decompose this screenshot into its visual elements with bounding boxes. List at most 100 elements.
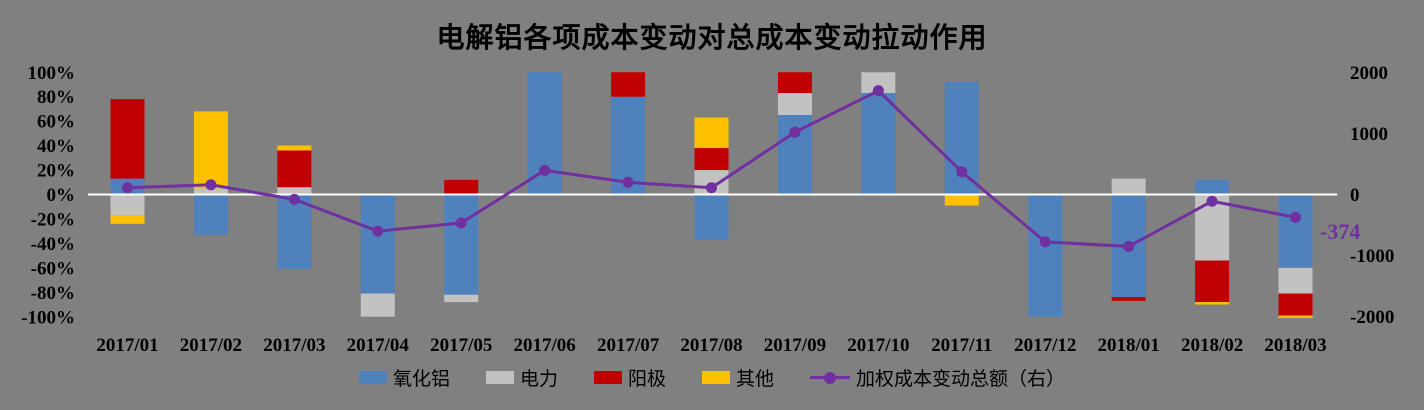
line-point-marker	[1206, 195, 1218, 207]
line-point-marker	[1123, 240, 1135, 252]
bar-segment	[1028, 194, 1063, 317]
right-axis-tick: -1000	[1350, 246, 1394, 267]
bar-segment	[694, 194, 729, 240]
bar-segment	[1111, 178, 1146, 195]
bar-segment	[193, 188, 228, 195]
left-axis-tick: 40%	[37, 136, 75, 157]
line-value-annotation: -374	[1320, 219, 1361, 244]
bar-segment	[360, 194, 395, 294]
bar-segment	[110, 194, 145, 216]
bar-segment	[277, 150, 312, 188]
left-axis-tick: -100%	[21, 307, 75, 328]
x-axis-label: 2017/02	[180, 335, 242, 356]
x-axis-label: 2017/12	[1014, 335, 1076, 356]
chart-legend: 氧化铝 电力 阳极 其他 加权成本变动总额（右）	[0, 364, 1424, 391]
bar-segment	[777, 72, 812, 94]
x-axis-label: 2017/11	[931, 335, 992, 356]
bar-segment	[1195, 302, 1230, 305]
left-axis-tick: 0%	[47, 185, 76, 206]
line-point-marker	[1290, 211, 1302, 223]
bar-segment	[1111, 297, 1146, 301]
left-axis-tick: -20%	[31, 209, 75, 230]
bar-segment	[444, 194, 479, 295]
bar-segment	[360, 293, 395, 317]
right-axis-tick: -2000	[1350, 307, 1394, 328]
line-point-marker	[789, 126, 801, 138]
legend-label-weighted-total: 加权成本变动总额（右）	[856, 369, 1066, 390]
right-axis-tick: 0	[1350, 185, 1360, 206]
bar-segment	[277, 194, 312, 270]
power-swatch-icon	[485, 371, 514, 384]
bar-segment	[944, 82, 979, 195]
legend-label-alumina: 氧化铝	[392, 369, 450, 390]
left-axis-tick: 60%	[37, 112, 75, 133]
x-axis-label: 2017/05	[430, 335, 492, 356]
bar-segment	[777, 93, 812, 116]
line-point-marker	[205, 179, 217, 191]
line-marker-icon	[810, 371, 851, 384]
line-point-marker	[956, 166, 968, 178]
line-point-marker	[706, 182, 718, 194]
left-axis-tick: -80%	[31, 283, 75, 304]
line-point-marker	[1039, 236, 1051, 248]
bar-segment	[193, 194, 228, 235]
line-point-marker	[539, 164, 551, 176]
bar-segment	[1278, 267, 1313, 294]
legend-label-anode: 阳极	[627, 369, 666, 390]
x-axis-label: 2017/09	[764, 335, 826, 356]
legend-label-power: 电力	[519, 369, 558, 390]
left-axis-tick: -40%	[31, 234, 75, 255]
line-point-marker	[872, 85, 884, 97]
bar-segment	[193, 111, 228, 189]
bar-segment	[861, 93, 896, 195]
x-axis-label: 2018/02	[1181, 335, 1243, 356]
bar-segment	[611, 72, 646, 97]
x-axis-label: 2017/01	[96, 335, 158, 356]
line-point-marker	[455, 217, 467, 229]
left-axis-tick: 100%	[28, 63, 76, 84]
legend-item-alumina: 氧化铝	[358, 364, 450, 391]
bar-segment	[110, 215, 145, 224]
bar-segment	[694, 148, 729, 171]
left-axis-tick: 20%	[37, 161, 75, 182]
bar-segment	[1195, 179, 1230, 195]
bar-segment	[444, 179, 479, 195]
bar-segment	[444, 294, 479, 303]
x-axis-label: 2018/03	[1264, 335, 1326, 356]
bar-segment	[1278, 293, 1313, 316]
line-point-marker	[288, 193, 300, 205]
right-axis-tick: 1000	[1350, 124, 1388, 145]
x-axis-label: 2017/07	[597, 335, 660, 356]
x-axis-label: 2017/10	[847, 335, 909, 356]
bar-segment	[1278, 194, 1313, 268]
alumina-swatch-icon	[358, 371, 387, 384]
bar-segment	[944, 194, 979, 206]
legend-label-other: 其他	[736, 369, 775, 390]
line-point-marker	[372, 225, 384, 237]
x-axis-label: 2017/04	[347, 335, 410, 356]
bar-segment	[694, 117, 729, 149]
left-axis-tick: 80%	[37, 87, 75, 108]
line-point-marker	[122, 182, 133, 194]
legend-item-weighted-total: 加权成本变动总额（右）	[810, 364, 1065, 391]
x-axis-label: 2017/08	[680, 335, 742, 356]
other-swatch-icon	[702, 371, 730, 384]
left-axis-tick: -60%	[31, 258, 75, 279]
line-point-marker	[622, 176, 634, 188]
bar-segment	[1195, 260, 1230, 303]
anode-swatch-icon	[593, 371, 622, 384]
bar-segment	[1278, 315, 1313, 318]
bar-segment	[861, 72, 896, 94]
bar-segment	[277, 187, 312, 195]
legend-item-power: 电力	[485, 364, 558, 391]
chart-title: 电解铝各项成本变动对总成本变动拉动作用	[436, 22, 988, 53]
legend-item-other: 其他	[702, 364, 774, 391]
x-axis-label: 2017/03	[263, 335, 325, 356]
x-axis-label: 2017/06	[514, 335, 576, 356]
legend-item-anode: 阳极	[593, 364, 666, 391]
x-axis-label: 2018/01	[1098, 335, 1160, 356]
right-axis-tick: 2000	[1350, 63, 1388, 84]
bar-segment	[110, 99, 145, 179]
